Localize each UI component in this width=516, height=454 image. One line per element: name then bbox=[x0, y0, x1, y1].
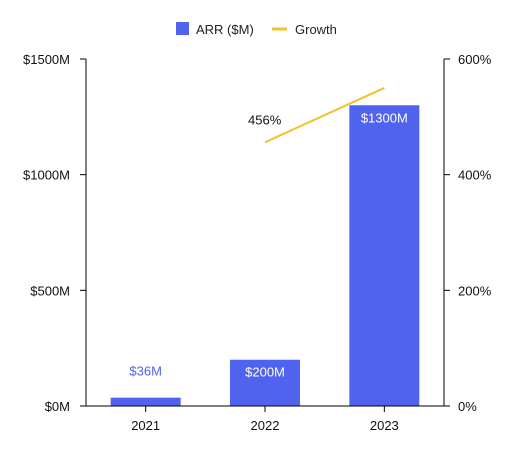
bar-value-label: $36M bbox=[129, 364, 162, 379]
bar-2022 bbox=[230, 359, 300, 406]
bar-2021 bbox=[110, 397, 181, 406]
left-tick-label: $0M bbox=[45, 399, 70, 414]
left-tick-label: $1000M bbox=[23, 168, 70, 183]
x-tick-label: 2022 bbox=[251, 418, 280, 433]
bar-value-label: $200M bbox=[245, 365, 285, 380]
right-tick-label: 600% bbox=[458, 52, 492, 67]
right-tick-label: 400% bbox=[458, 168, 492, 183]
x-tick-label: 2021 bbox=[131, 418, 160, 433]
left-tick-label: $500M bbox=[30, 283, 70, 298]
bar-2023 bbox=[349, 105, 420, 407]
left-tick-label: $1500M bbox=[23, 52, 70, 67]
x-tick-label: 2023 bbox=[370, 418, 399, 433]
legend-label-growth: Growth bbox=[295, 22, 337, 37]
right-tick-label: 200% bbox=[458, 283, 492, 298]
legend-swatch-arr bbox=[176, 22, 189, 35]
bar-value-label: $1300M bbox=[361, 110, 408, 125]
right-tick-label: 0% bbox=[458, 399, 477, 414]
growth-value-label: 456% bbox=[248, 112, 282, 127]
growth-line bbox=[264, 87, 385, 144]
legend-label-arr: ARR ($M) bbox=[196, 22, 254, 37]
